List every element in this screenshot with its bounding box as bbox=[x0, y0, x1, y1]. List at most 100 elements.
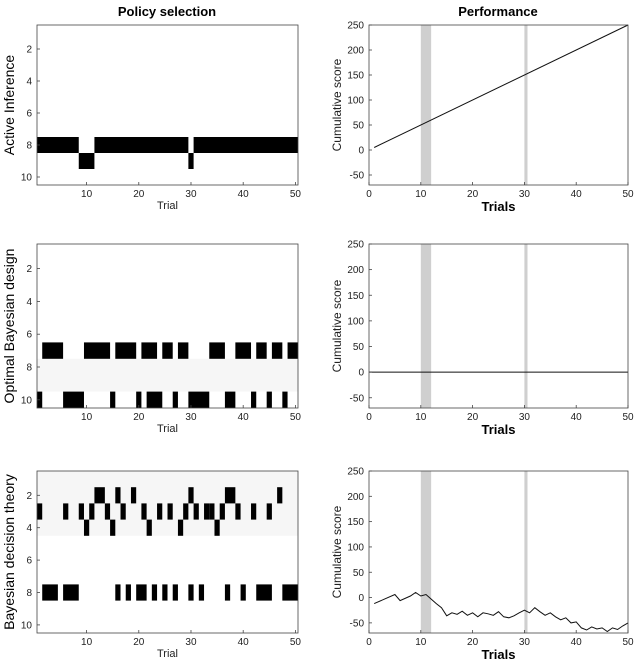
bayesian-decision-theory-performance-panel: 0 10 20 30 40 50-50050100150200250TrialsCumul… bbox=[330, 467, 634, 663]
policy-cell bbox=[63, 503, 69, 520]
y-tick-label: 50 bbox=[353, 342, 365, 353]
shaded-trial-band bbox=[524, 471, 528, 633]
policy-cell bbox=[209, 503, 215, 520]
plot-frame bbox=[368, 24, 629, 186]
plot-frame bbox=[368, 470, 629, 634]
policy-cell bbox=[240, 584, 246, 601]
policy-cell bbox=[94, 487, 105, 504]
policy-cell bbox=[110, 391, 116, 408]
x-tick-label: 30 bbox=[519, 637, 531, 648]
x-axis-label: Trial bbox=[157, 200, 178, 212]
x-tick-label: 0 bbox=[366, 637, 372, 648]
policy-cell bbox=[162, 342, 173, 359]
policy-cell bbox=[120, 503, 126, 520]
policy-cell bbox=[157, 503, 163, 520]
x-tick-label: 40 bbox=[571, 637, 583, 648]
policy-cell bbox=[282, 584, 298, 601]
y-tick-label: 250 bbox=[347, 240, 364, 251]
x-tick-label: 20 bbox=[133, 412, 145, 423]
policy-cell bbox=[42, 584, 58, 601]
policy-cell bbox=[37, 137, 79, 153]
plot-frame bbox=[36, 243, 299, 409]
shaded-trial-band bbox=[420, 471, 432, 633]
policy-cell bbox=[251, 391, 257, 408]
plot-area bbox=[369, 244, 628, 408]
policy-cell bbox=[266, 503, 272, 520]
policy-cell bbox=[188, 153, 194, 169]
y-tick-label: 0 bbox=[358, 368, 364, 379]
policy-cell bbox=[193, 137, 298, 153]
y-tick-label: 200 bbox=[347, 265, 364, 276]
y-tick-label: 4 bbox=[26, 297, 32, 308]
x-tick-label: 50 bbox=[622, 189, 634, 200]
y-tick-label: 0 bbox=[358, 146, 364, 157]
y-tick-label: -50 bbox=[350, 618, 365, 629]
policy-cell bbox=[141, 503, 147, 520]
policy-cell bbox=[188, 391, 210, 408]
policy-cell bbox=[37, 503, 43, 520]
y-tick-label: 8 bbox=[26, 588, 32, 599]
x-tick-label: 20 bbox=[467, 412, 479, 423]
y-tick-label: 8 bbox=[26, 141, 32, 152]
policy-cell bbox=[63, 584, 79, 601]
y-tick-label: 8 bbox=[26, 363, 32, 374]
policy-cell bbox=[224, 584, 231, 601]
x-tick-label: 40 bbox=[238, 189, 250, 200]
policy-cell bbox=[104, 503, 111, 520]
shaded-trial-band bbox=[420, 244, 432, 408]
y-axis-label: Active Inference bbox=[1, 55, 17, 156]
policy-cell bbox=[277, 487, 283, 504]
x-tick-label: 30 bbox=[519, 412, 531, 423]
y-tick-label: 50 bbox=[353, 568, 365, 579]
shaded-trial-band bbox=[420, 25, 432, 185]
policy-cell bbox=[235, 503, 241, 520]
policy-cell bbox=[224, 391, 236, 408]
policy-cell bbox=[78, 153, 95, 169]
x-tick-label: 50 bbox=[622, 412, 634, 423]
plot-frame bbox=[368, 243, 629, 409]
policy-cell bbox=[219, 503, 225, 520]
policy-cell bbox=[204, 503, 210, 520]
y-tick-label: 10 bbox=[21, 395, 33, 406]
policy-cell bbox=[162, 584, 168, 601]
x-axis-label: Trial bbox=[157, 648, 178, 660]
x-tick-label: 50 bbox=[622, 637, 634, 648]
policy-cell bbox=[83, 519, 90, 536]
x-tick-label: 10 bbox=[81, 189, 93, 200]
x-tick-label: 30 bbox=[185, 637, 197, 648]
policy-cell bbox=[256, 342, 267, 359]
y-tick-label: 4 bbox=[26, 523, 32, 534]
x-tick-label: 40 bbox=[571, 189, 583, 200]
x-axis-label: Trials bbox=[482, 199, 516, 214]
shaded-trial-band bbox=[524, 25, 528, 185]
policy-cell bbox=[141, 342, 158, 359]
optimal-bayesian-design-policy-panel: 10 20 30 40 50 2 4 6 8 10 Trial Optimal Bayesian de… bbox=[1, 243, 301, 435]
bayesian-decision-theory-policy-panel: 10 20 30 40 50 2 4 6 8 10 Trial Bayesian decision t… bbox=[1, 470, 301, 660]
policy-cell bbox=[151, 584, 158, 601]
policy-cell bbox=[110, 519, 116, 536]
y-tick-label: 100 bbox=[347, 316, 364, 327]
y-tick-label: 2 bbox=[26, 264, 32, 275]
x-tick-label: 30 bbox=[185, 189, 197, 200]
policy-cell bbox=[172, 391, 178, 408]
policy-cell bbox=[282, 391, 288, 408]
shaded-trial-band bbox=[524, 244, 528, 408]
policy-cell bbox=[136, 584, 147, 601]
column-title-performance: Performance bbox=[458, 4, 537, 19]
policy-cell bbox=[83, 342, 111, 359]
y-tick-label: 6 bbox=[26, 556, 32, 567]
y-tick-label: 4 bbox=[26, 77, 32, 88]
policy-cell bbox=[42, 342, 64, 359]
policy-cell bbox=[251, 503, 257, 520]
y-tick-label: 0 bbox=[358, 593, 364, 604]
policy-cell bbox=[256, 584, 272, 601]
policy-cell bbox=[287, 342, 298, 359]
policy-cell bbox=[89, 503, 95, 520]
y-tick-label: 150 bbox=[347, 517, 364, 528]
x-tick-label: 40 bbox=[238, 637, 250, 648]
policy-cell bbox=[188, 487, 194, 504]
policy-cell bbox=[94, 137, 189, 153]
policy-cell bbox=[115, 342, 137, 359]
optimal-bayesian-design-performance-panel: 0 10 20 30 40 50-50050100150200250TrialsCumul… bbox=[330, 240, 634, 438]
